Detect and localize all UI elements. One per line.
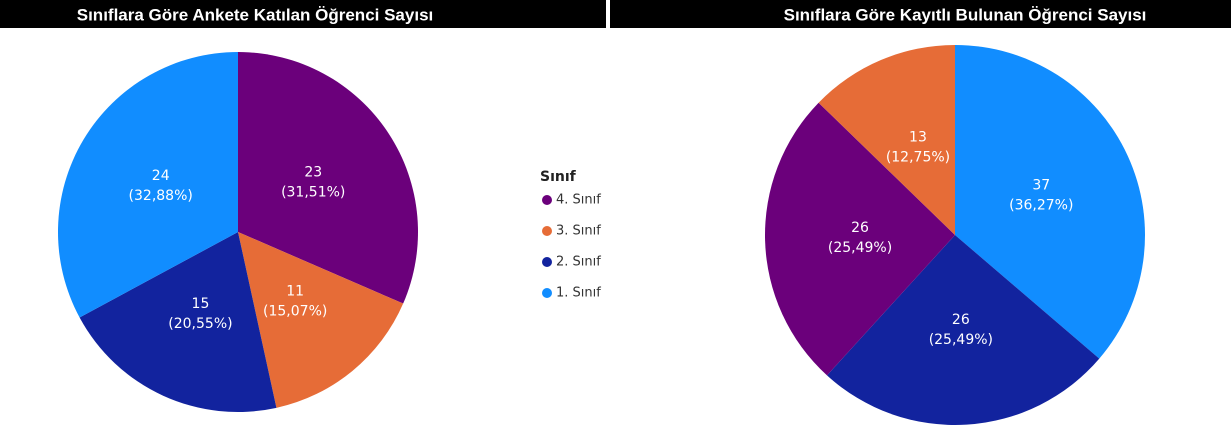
chart-title: Sınıflara Göre Kayıtlı Bulunan Öğrenci S…	[784, 5, 1147, 24]
data-label: 24	[152, 168, 170, 184]
data-label: 15	[192, 296, 210, 312]
data-label: 13	[909, 130, 927, 146]
chart-title: Sınıflara Göre Ankete Katılan Öğrenci Sa…	[77, 5, 434, 24]
percent-label: (25,49%)	[828, 240, 892, 256]
legend-marker	[542, 195, 552, 205]
legend-label: 1. Sınıf	[556, 286, 601, 301]
title-bar	[610, 0, 1231, 28]
percent-label: (20,55%)	[168, 316, 232, 332]
percent-label: (32,88%)	[129, 188, 193, 204]
pie-slice	[765, 102, 955, 376]
percent-label: (31,51%)	[281, 185, 345, 201]
data-label: 37	[1032, 177, 1050, 193]
data-label: 26	[851, 220, 869, 236]
pie-slice	[826, 235, 1100, 426]
title-bar	[0, 0, 606, 28]
pie-slice	[818, 45, 955, 235]
pie-slice	[238, 232, 404, 408]
data-label: 26	[952, 312, 970, 328]
legend-marker	[542, 288, 552, 298]
percent-label: (12,75%)	[886, 150, 950, 166]
legend-marker	[542, 257, 552, 267]
pie-slice	[58, 52, 238, 318]
percent-label: (15,07%)	[263, 303, 327, 319]
legend-label: 4. Sınıf	[556, 193, 601, 208]
percent-label: (36,27%)	[1009, 197, 1073, 213]
pie-slice	[238, 52, 418, 304]
legend-title: Sınıf	[540, 169, 577, 185]
legend-label: 2. Sınıf	[556, 255, 601, 270]
data-label: 23	[304, 165, 322, 181]
legend-label: 3. Sınıf	[556, 224, 601, 239]
percent-label: (25,49%)	[929, 332, 993, 348]
pie-slice	[955, 45, 1146, 359]
pie-slice	[79, 232, 277, 412]
legend-marker	[542, 226, 552, 236]
data-label: 11	[286, 283, 304, 299]
